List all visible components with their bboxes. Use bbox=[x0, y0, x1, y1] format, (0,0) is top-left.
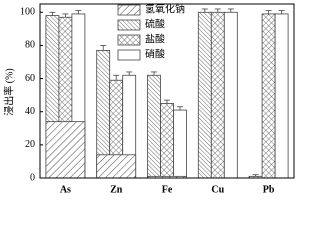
legend-label: 硫酸 bbox=[145, 17, 165, 30]
bar bbox=[223, 11, 238, 179]
bar bbox=[160, 103, 174, 179]
legend-label: 盐酸 bbox=[145, 32, 165, 45]
y-tick-label: 20 bbox=[25, 139, 35, 150]
x-tick-label: Cu bbox=[211, 184, 224, 195]
error-bar bbox=[151, 71, 157, 76]
bar bbox=[96, 154, 137, 179]
x-tick-label: Fe bbox=[162, 184, 173, 195]
error-bar bbox=[62, 13, 69, 18]
y-tick-label: 100 bbox=[20, 7, 35, 18]
error-bar bbox=[126, 71, 133, 76]
y-tick-label: 40 bbox=[25, 106, 35, 117]
bar bbox=[274, 13, 289, 179]
error-bar bbox=[201, 8, 208, 13]
x-tick-label: Zn bbox=[110, 184, 123, 195]
y-tick-label: 80 bbox=[25, 40, 35, 51]
y-tick-label: 0 bbox=[30, 172, 35, 183]
error-bar bbox=[252, 174, 259, 177]
y-axis-label: 浸出率 (%) bbox=[2, 68, 15, 116]
bar bbox=[261, 13, 276, 179]
bar bbox=[173, 109, 187, 179]
legend-label: 硝酸 bbox=[145, 47, 165, 60]
x-tick-label: As bbox=[60, 184, 71, 195]
legend-swatch bbox=[117, 49, 141, 61]
x-tick-label: Pb bbox=[263, 184, 275, 195]
error-bar bbox=[113, 74, 120, 81]
plot-frame bbox=[39, 3, 295, 179]
legend-swatch bbox=[117, 34, 141, 46]
error-bar bbox=[214, 8, 221, 13]
legend-label: 氢氧化钠 bbox=[145, 2, 185, 15]
error-bar bbox=[265, 10, 272, 14]
error-bar bbox=[75, 10, 82, 14]
error-bar bbox=[164, 99, 170, 104]
error-bar bbox=[49, 11, 56, 16]
bar bbox=[45, 121, 86, 179]
legend-swatch bbox=[117, 4, 141, 16]
error-bar bbox=[227, 8, 234, 13]
error-bar bbox=[278, 10, 285, 14]
error-bar bbox=[100, 45, 107, 51]
y-tick-label: 60 bbox=[25, 73, 35, 84]
bar bbox=[147, 74, 161, 179]
bar bbox=[197, 11, 212, 179]
legend-swatch bbox=[117, 19, 141, 31]
bar bbox=[210, 11, 225, 179]
error-bar bbox=[177, 106, 183, 111]
